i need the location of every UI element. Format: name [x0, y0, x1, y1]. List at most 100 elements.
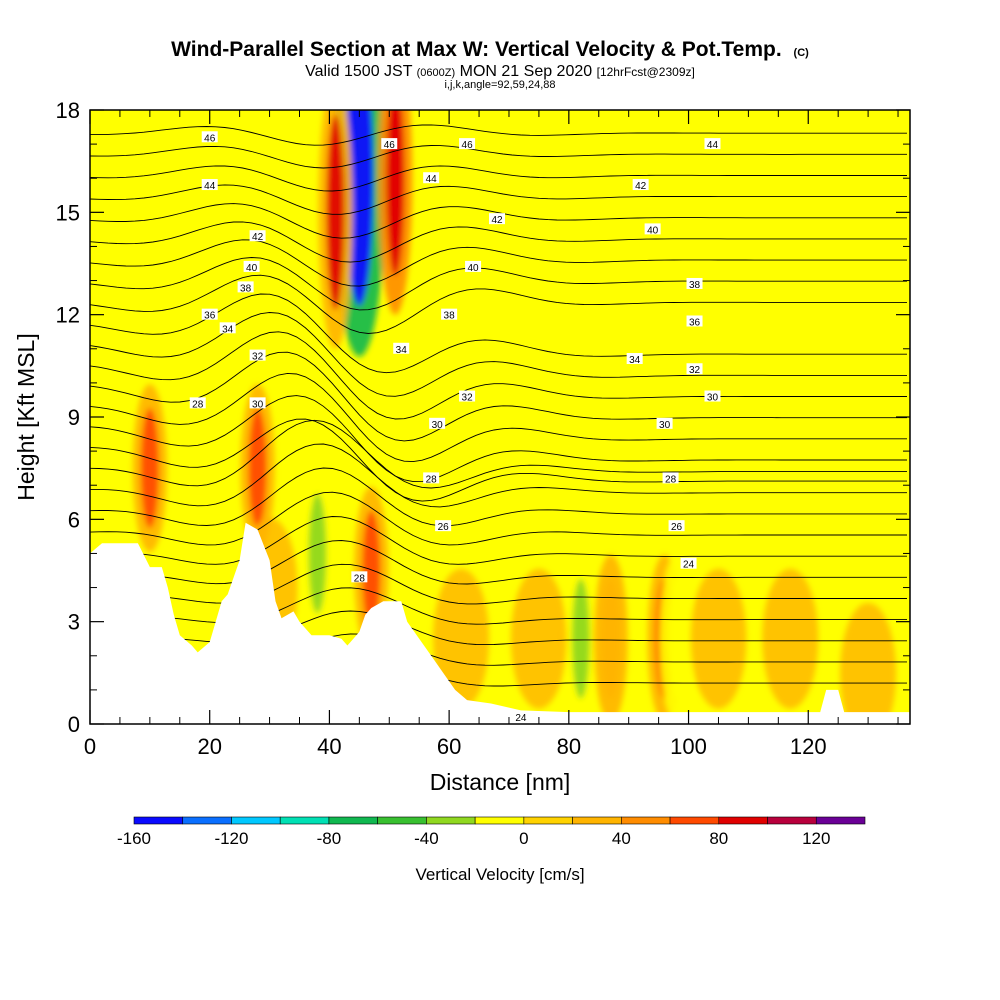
colorbar-bin: [669, 816, 720, 825]
x-axis-label: Distance [nm]: [430, 769, 571, 795]
contour-label-bg: [632, 179, 649, 191]
colorbar-label: Vertical Velocity [cm/s]: [415, 865, 584, 884]
velocity-cell-core: [345, 110, 374, 306]
contour-label: 32: [689, 365, 701, 376]
colorbar-bin: [279, 816, 330, 825]
colorbar-bin: [767, 816, 817, 825]
isentrope: [90, 165, 907, 192]
x-tick-label: 0: [84, 734, 96, 759]
contour-label-bg: [626, 353, 643, 365]
chart-subtitle: Valid 1500 JST (0600Z) MON 21 Sep 2020 […: [305, 63, 695, 80]
colorbar-tick-label: 40: [612, 829, 631, 848]
x-tick-label: 60: [437, 734, 461, 759]
contour-label: 30: [252, 399, 264, 410]
contour-label: 28: [354, 573, 366, 584]
contour-label: 28: [426, 474, 438, 485]
contour-label: 44: [204, 181, 216, 192]
isentrope: [90, 540, 907, 585]
isentrope: [90, 331, 907, 420]
contour-label: 40: [468, 263, 480, 274]
contour-label-bg: [441, 308, 458, 320]
colorbar-bin: [328, 816, 378, 825]
isentrope: [90, 467, 907, 527]
contour-label: 38: [240, 283, 252, 294]
contour-label-bg: [429, 417, 446, 429]
contour-label: 28: [192, 399, 204, 410]
contour-label: 46: [462, 140, 474, 151]
colorbar-bin: [718, 816, 768, 825]
contour-label-bg: [656, 417, 673, 429]
velocity-cell-core: [667, 578, 686, 699]
valid-z: (0600Z): [417, 67, 456, 79]
chart-title: Wind-Parallel Section at Max W: Vertical…: [171, 38, 809, 61]
isentrope: [90, 257, 907, 311]
colorbar-bin: [231, 816, 281, 825]
contour-label-bg: [423, 172, 440, 184]
velocity-cell-core: [248, 408, 267, 529]
isentrope: [90, 124, 907, 146]
contour-label: 42: [491, 215, 503, 226]
isentrope: [90, 443, 907, 508]
y-tick-label: 15: [56, 200, 80, 225]
contour-label: 38: [689, 280, 701, 291]
contour-label: 34: [222, 324, 234, 335]
contour-label: 32: [252, 352, 264, 363]
colorbar-bin: [621, 816, 671, 825]
isentrope: [90, 395, 907, 483]
colorbar-tick-label: -120: [214, 829, 248, 848]
contour-label-bg: [393, 342, 410, 354]
contour-label: 44: [426, 174, 438, 185]
colorbar-bin: [474, 816, 525, 825]
y-tick-label: 0: [68, 712, 80, 737]
contour-label-bg: [435, 520, 452, 532]
velocity-cell-core: [140, 408, 159, 529]
colorbar-bin: [377, 816, 427, 825]
isentrope: [90, 351, 907, 442]
contour-label-bg: [686, 277, 703, 289]
contour-label-bg: [219, 322, 236, 334]
colorbar-tick-label: 120: [802, 829, 830, 848]
colorbar-bin: [815, 816, 866, 825]
chart-title-main: Wind-Parallel Section at Max W: Vertical…: [171, 38, 782, 61]
isentrope: [90, 293, 907, 374]
contour-label-bg: [351, 571, 368, 583]
contour-label: 34: [629, 355, 641, 366]
contour-label: 24: [515, 713, 527, 724]
valid-prefix: Valid 1500 JST: [305, 63, 413, 80]
plot-area: 24 24 26 26 28 28 28 28 30 30 30 30 32 32 32 34 34 34 36 36…: [90, 110, 910, 724]
velocity-cell-low: [510, 568, 567, 709]
contour-label-bg: [704, 390, 721, 402]
contour-label: 30: [707, 393, 719, 404]
contour-label: 26: [438, 522, 450, 533]
x-tick-label: 120: [790, 734, 827, 759]
colorbar-bin: [426, 816, 476, 825]
chart-title-copyright: (C): [794, 47, 810, 59]
isentrope: [90, 221, 907, 263]
y-tick-label: 3: [68, 610, 80, 635]
velocity-cell-low: [762, 568, 819, 709]
contour-label-bg: [512, 711, 529, 723]
valid-date: MON 21 Sep 2020: [460, 63, 593, 80]
theta-contours: [90, 124, 907, 687]
velocity-cell-core: [362, 510, 381, 631]
contour-label: 26: [671, 522, 683, 533]
contour-label: 46: [384, 140, 396, 151]
contour-label: 34: [396, 345, 408, 356]
isentrope: [90, 419, 907, 489]
colorbar: -160 -120 -80 -40 0 40 80 120: [117, 816, 866, 848]
contour-label: 30: [659, 420, 671, 431]
colorbar-bin: [523, 816, 573, 825]
contour-label: 42: [635, 181, 647, 192]
contour-label: 40: [246, 263, 258, 274]
isentrope: [90, 418, 907, 502]
contour-label-bg: [237, 281, 254, 293]
isentrope: [90, 203, 907, 239]
x-tick-label: 100: [670, 734, 707, 759]
x-tick-label: 20: [197, 734, 221, 759]
contour-label: 24: [683, 560, 695, 571]
contour-label-bg: [668, 520, 685, 532]
velocity-cell-core: [601, 578, 620, 699]
contour-label-bg: [704, 138, 721, 150]
contour-label-bg: [686, 363, 703, 375]
